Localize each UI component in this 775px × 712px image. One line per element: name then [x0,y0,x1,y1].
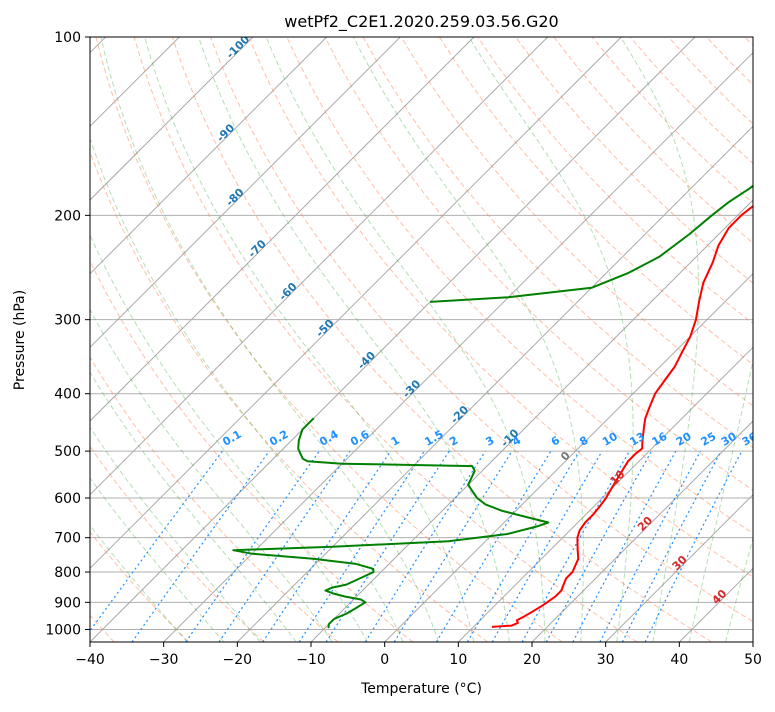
x-tick-label: 40 [670,652,688,668]
y-tick-label: 400 [54,387,81,403]
x-tick-label: 20 [523,652,541,668]
y-tick-label: 200 [54,208,81,224]
y-tick-label: 600 [54,491,81,507]
y-tick-label: 300 [54,313,81,329]
x-tick-label: −10 [296,652,326,668]
chart-title: wetPf2_C2E1.2020.259.03.56.G20 [284,12,558,32]
y-tick-label: 500 [54,444,81,460]
y-tick-label: 900 [54,595,81,611]
x-tick-label: 10 [449,652,467,668]
y-tick-label: 1000 [45,622,81,638]
x-tick-label: 0 [380,652,389,668]
y-axis-label: Pressure (hPa) [12,290,28,390]
x-tick-label: −30 [149,652,179,668]
y-tick-label: 100 [54,30,81,46]
y-tick-label: 800 [54,565,81,581]
x-axis-label: Temperature (°C) [360,681,482,697]
x-tick-label: 50 [744,652,762,668]
x-tick-label: −40 [75,652,105,668]
x-tick-label: −20 [223,652,253,668]
x-tick-label: 30 [597,652,615,668]
y-tick-label: 700 [54,531,81,547]
